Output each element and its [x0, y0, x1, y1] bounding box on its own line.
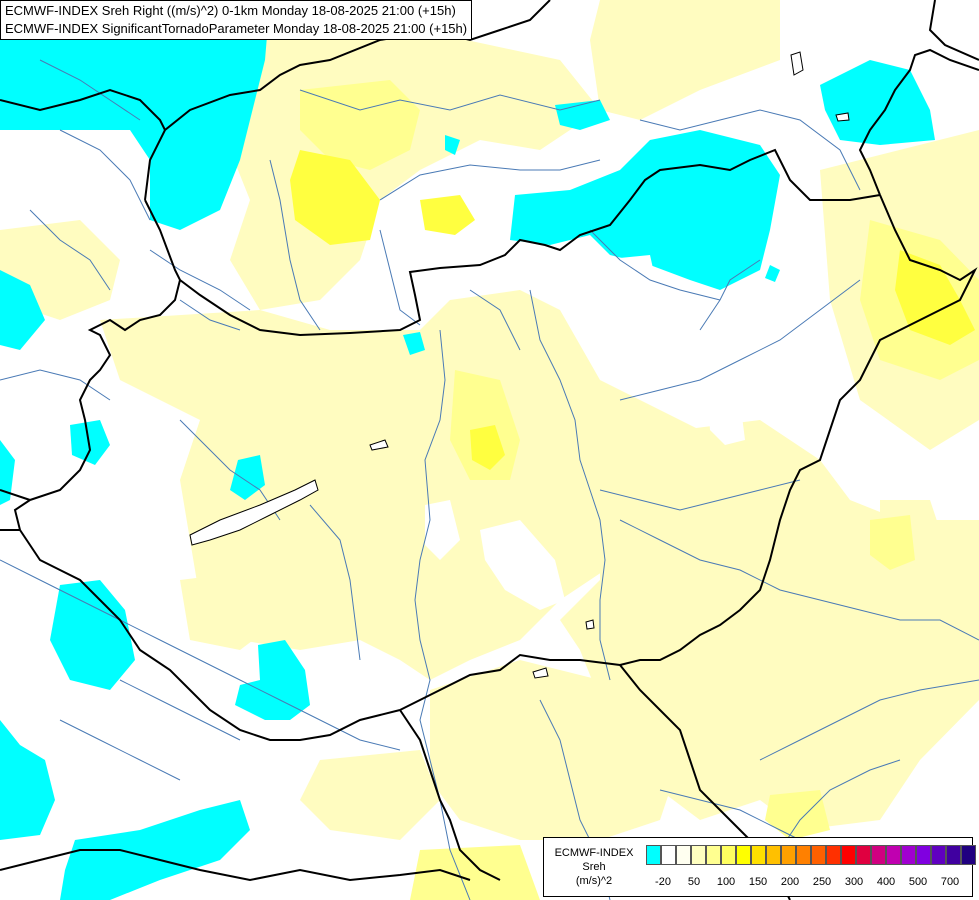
legend-swatch: [856, 845, 871, 865]
color-legend: ECMWF-INDEX Sreh (m/s)^2 -20 50 100 150 200 2…: [543, 837, 976, 897]
title-line-1: ECMWF-INDEX Sreh Right ((m/s)^2) 0-1km M…: [5, 3, 456, 18]
legend-tick-label: 200: [780, 876, 800, 888]
legend-swatch: [721, 845, 736, 865]
legend-swatch: [706, 845, 721, 865]
border-west: [0, 489, 31, 501]
border-north: [144, 0, 551, 201]
lakes: [189, 51, 850, 679]
border-hr-rs: [399, 709, 501, 881]
legend-swatch: [691, 845, 706, 865]
legend-swatch: [766, 845, 781, 865]
legend-swatch: [916, 845, 931, 865]
legend-swatch: [886, 845, 901, 865]
lake-balaton: [189, 479, 319, 546]
legend-swatch: [646, 845, 661, 865]
border-top-left: [0, 88, 166, 131]
legend-swatch: [841, 845, 856, 865]
legend-swatch: [901, 845, 916, 865]
sreh-field-light: [300, 80, 979, 900]
map-title: ECMWF-INDEX Sreh Right ((m/s)^2) 0-1km M…: [0, 0, 473, 40]
border-sk-hu: [144, 148, 881, 337]
lake-small-3: [532, 667, 549, 679]
legend-tick-label: 250: [812, 876, 832, 888]
border-hu-rs: [399, 653, 621, 711]
legend-swatch: [811, 845, 826, 865]
lake-small-5: [790, 51, 804, 76]
legend-tick-label: -20: [655, 876, 671, 888]
legend-swatch: [736, 845, 751, 865]
border-ne: [858, 48, 979, 196]
legend-swatch: [676, 845, 691, 865]
legend-title: ECMWF-INDEX Sreh (m/s)^2: [548, 846, 640, 888]
sreh-field-cyan: [0, 0, 935, 900]
lake-small-1: [369, 439, 389, 451]
border-hu-hr: [13, 499, 401, 741]
legend-tick-label: 100: [716, 876, 736, 888]
legend-tick-label: 150: [748, 876, 768, 888]
legend-swatch: [946, 845, 961, 865]
legend-tick-label: 50: [687, 876, 701, 888]
lake-small-2: [585, 619, 595, 630]
legend-line-3: (m/s)^2: [575, 875, 613, 887]
legend-swatch: [961, 845, 976, 865]
legend-swatch: [661, 845, 676, 865]
sreh-field-yellow: [290, 150, 975, 470]
border-hu-at: [29, 279, 181, 501]
legend-line-1: ECMWF-INDEX: [554, 847, 634, 859]
legend-ticks: -20 50 100 150 200 250 300 400 500 700: [640, 876, 970, 890]
river-network: [0, 59, 979, 900]
sreh-field-white: [425, 255, 745, 610]
legend-tick-label: 700: [940, 876, 960, 888]
legend-tick-label: 400: [876, 876, 896, 888]
legend-line-2: Sreh: [582, 861, 606, 873]
legend-swatch: [931, 845, 946, 865]
border-top-right: [928, 0, 979, 61]
legend-swatches: [646, 845, 976, 865]
lake-small-4: [835, 112, 850, 122]
legend-tick-label: 300: [844, 876, 864, 888]
title-line-2: ECMWF-INDEX SignificantTornadoParameter …: [5, 21, 468, 36]
border-hr-ba: [0, 849, 471, 882]
legend-swatch: [796, 845, 811, 865]
legend-swatch: [751, 845, 766, 865]
legend-tick-label: 500: [908, 876, 928, 888]
legend-swatch: [826, 845, 841, 865]
legend-swatch: [781, 845, 796, 865]
border-hu-ro: [619, 194, 978, 666]
legend-swatch: [871, 845, 886, 865]
